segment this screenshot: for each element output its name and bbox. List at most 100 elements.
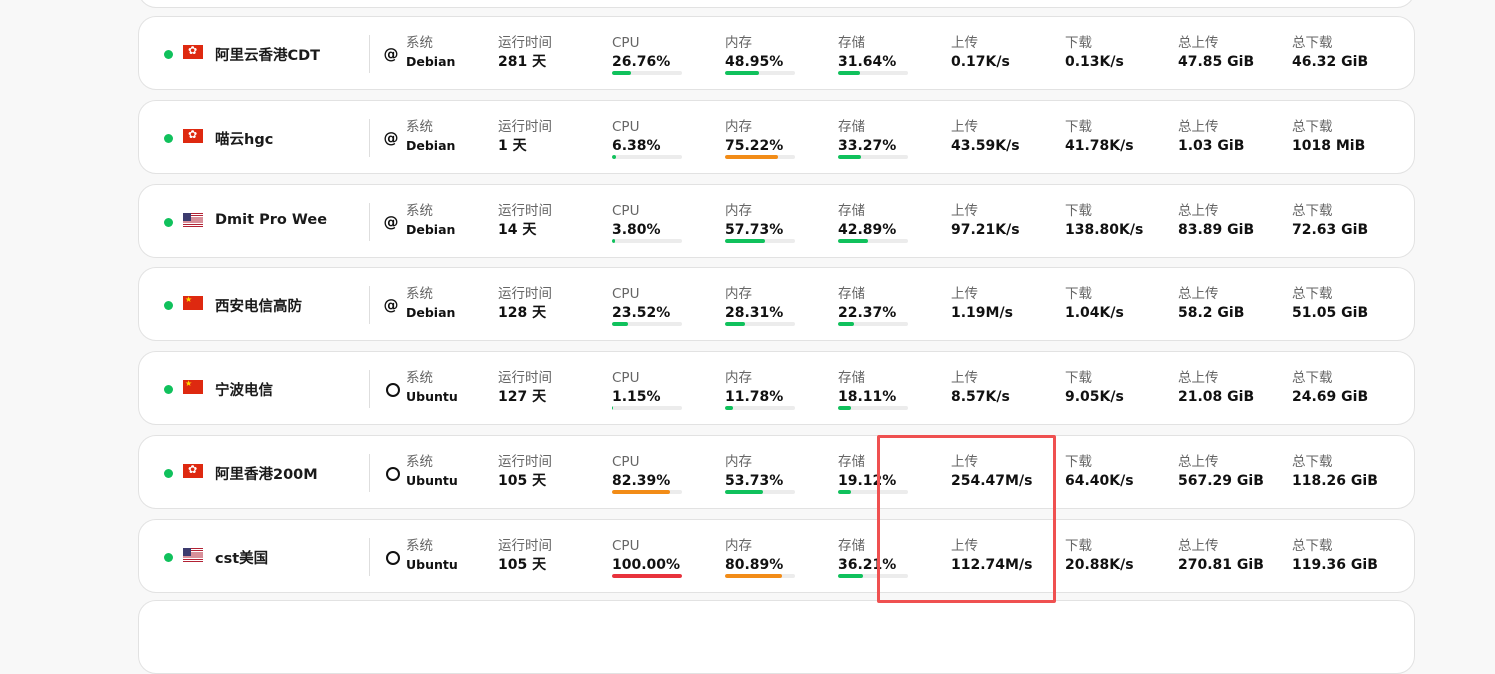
cpu-progress-bar — [612, 155, 682, 159]
total-down-label: 总下载 — [1292, 286, 1333, 302]
cpu-stat: CPU 26.76% — [612, 34, 670, 72]
highlight-box — [877, 435, 1056, 603]
upload-value: 254.47M/s — [951, 473, 1033, 489]
mem-progress-fill — [725, 406, 734, 410]
download-label: 下载 — [1065, 35, 1092, 51]
server-name[interactable]: cst美国 — [215, 551, 269, 567]
download-label: 下载 — [1065, 370, 1092, 386]
cpu-progress-fill — [612, 71, 631, 75]
cpu-progress-fill — [612, 406, 613, 410]
download-stat: 下载 64.40K/s — [1065, 453, 1134, 491]
cpu-stat: CPU 82.39% — [612, 453, 670, 491]
card-divider — [369, 370, 370, 408]
card-divider — [369, 35, 370, 73]
total-down-label: 总下载 — [1292, 35, 1333, 51]
uptime-stat: 运行时间 14 天 — [498, 202, 552, 240]
mem-stat: 内存 11.78% — [725, 369, 783, 407]
cpu-value: 3.80% — [612, 222, 661, 238]
server-card[interactable]: 宁波电信 系统 Ubuntu 运行时间 127 天 CPU 1.15% 内存 11.78% 存储 1… — [138, 351, 1415, 425]
os-value: Debian — [406, 138, 456, 153]
total-up-stat: 总上传 58.2 GiB — [1178, 285, 1244, 323]
server-card-partial[interactable] — [138, 600, 1415, 674]
total-down-label: 总下载 — [1292, 538, 1333, 554]
disk-stat: 存储 31.64% — [838, 34, 896, 72]
online-status-dot — [164, 553, 173, 562]
disk-label: 存储 — [838, 538, 865, 554]
uptime-stat: 运行时间 127 天 — [498, 369, 552, 407]
online-status-dot — [164, 385, 173, 394]
total-down-stat: 总下载 24.69 GiB — [1292, 369, 1368, 407]
mem-label: 内存 — [725, 538, 752, 554]
download-stat: 下载 1.04K/s — [1065, 285, 1124, 323]
total-up-value: 270.81 GiB — [1178, 557, 1264, 573]
total-up-label: 总上传 — [1178, 35, 1219, 51]
disk-progress-bar — [838, 322, 908, 326]
mem-label: 内存 — [725, 119, 752, 135]
download-value: 1.04K/s — [1065, 305, 1124, 321]
server-card[interactable]: cst美国 系统 Ubuntu 运行时间 105 天 CPU 100.00% 内存 80.89%… — [138, 519, 1415, 593]
download-label: 下载 — [1065, 286, 1092, 302]
cpu-progress-bar — [612, 574, 682, 578]
os-stat: 系统 Debian — [406, 202, 455, 240]
mem-stat: 内存 80.89% — [725, 537, 783, 575]
mem-progress-bar — [725, 155, 795, 159]
disk-progress-bar — [838, 155, 908, 159]
os-value: Ubuntu — [406, 389, 458, 404]
total-up-stat: 总上传 47.85 GiB — [1178, 34, 1254, 72]
disk-progress-fill — [838, 71, 861, 75]
cpu-label: CPU — [612, 35, 640, 51]
os-stat: 系统 Ubuntu — [406, 369, 458, 407]
server-name[interactable]: Dmit Pro Wee — [215, 212, 328, 228]
download-value: 9.05K/s — [1065, 389, 1124, 405]
uptime-label: 运行时间 — [498, 119, 552, 135]
server-card-partial[interactable] — [138, 0, 1415, 8]
os-label: 系统 — [406, 119, 433, 135]
server-name[interactable]: 西安电信高防 — [215, 299, 302, 315]
ubuntu-icon — [386, 551, 400, 565]
disk-progress-fill — [838, 490, 852, 494]
server-card[interactable]: 阿里香港200M 系统 Ubuntu 运行时间 105 天 CPU 82.39% 内存 53.7… — [138, 435, 1415, 509]
total-up-stat: 总上传 83.89 GiB — [1178, 202, 1254, 240]
server-name[interactable]: 喵云hgc — [215, 132, 274, 148]
disk-progress-fill — [838, 155, 862, 159]
cpu-stat: CPU 3.80% — [612, 202, 661, 240]
download-label: 下载 — [1065, 203, 1092, 219]
cpu-progress-fill — [612, 155, 617, 159]
mem-progress-bar — [725, 239, 795, 243]
uptime-stat: 运行时间 281 天 — [498, 34, 552, 72]
os-value: Debian — [406, 305, 456, 320]
flag-hk-icon — [183, 464, 203, 478]
disk-label: 存储 — [838, 35, 865, 51]
server-card[interactable]: 西安电信高防 @ 系统 Debian 运行时间 128 天 CPU 23.52% 内存 28.31… — [138, 267, 1415, 341]
mem-progress-fill — [725, 490, 763, 494]
mem-label: 内存 — [725, 286, 752, 302]
cpu-progress-bar — [612, 71, 682, 75]
cpu-stat: CPU 100.00% — [612, 537, 680, 575]
os-stat: 系统 Debian — [406, 118, 455, 156]
server-card[interactable]: Dmit Pro Wee @ 系统 Debian 运行时间 14 天 CPU 3.80% 内存 5… — [138, 184, 1415, 258]
server-card[interactable]: 喵云hgc @ 系统 Debian 运行时间 1 天 CPU 6.38% 内存 75.22% 存储 3… — [138, 100, 1415, 174]
os-label: 系统 — [406, 454, 433, 470]
disk-progress-fill — [838, 406, 851, 410]
server-name[interactable]: 阿里云香港CDT — [215, 48, 321, 64]
cpu-progress-fill — [612, 574, 682, 578]
upload-label: 上传 — [951, 203, 978, 219]
uptime-label: 运行时间 — [498, 35, 552, 51]
mem-value: 80.89% — [725, 557, 784, 573]
cpu-label: CPU — [612, 370, 640, 386]
server-name[interactable]: 阿里香港200M — [215, 467, 318, 483]
upload-stat: 上传 8.57K/s — [951, 369, 1010, 407]
total-down-label: 总下载 — [1292, 119, 1333, 135]
server-name[interactable]: 宁波电信 — [215, 383, 273, 399]
total-up-label: 总上传 — [1178, 454, 1219, 470]
uptime-label: 运行时间 — [498, 538, 552, 554]
uptime-stat: 运行时间 105 天 — [498, 537, 552, 575]
mem-progress-bar — [725, 71, 795, 75]
card-divider — [369, 286, 370, 324]
mem-value: 53.73% — [725, 473, 784, 489]
mem-stat: 内存 53.73% — [725, 453, 783, 491]
os-label: 系统 — [406, 538, 433, 554]
server-card[interactable]: 阿里云香港CDT @ 系统 Debian 运行时间 281 天 CPU 26.76% 内存 48.… — [138, 16, 1415, 90]
online-status-dot — [164, 469, 173, 478]
uptime-label: 运行时间 — [498, 370, 552, 386]
